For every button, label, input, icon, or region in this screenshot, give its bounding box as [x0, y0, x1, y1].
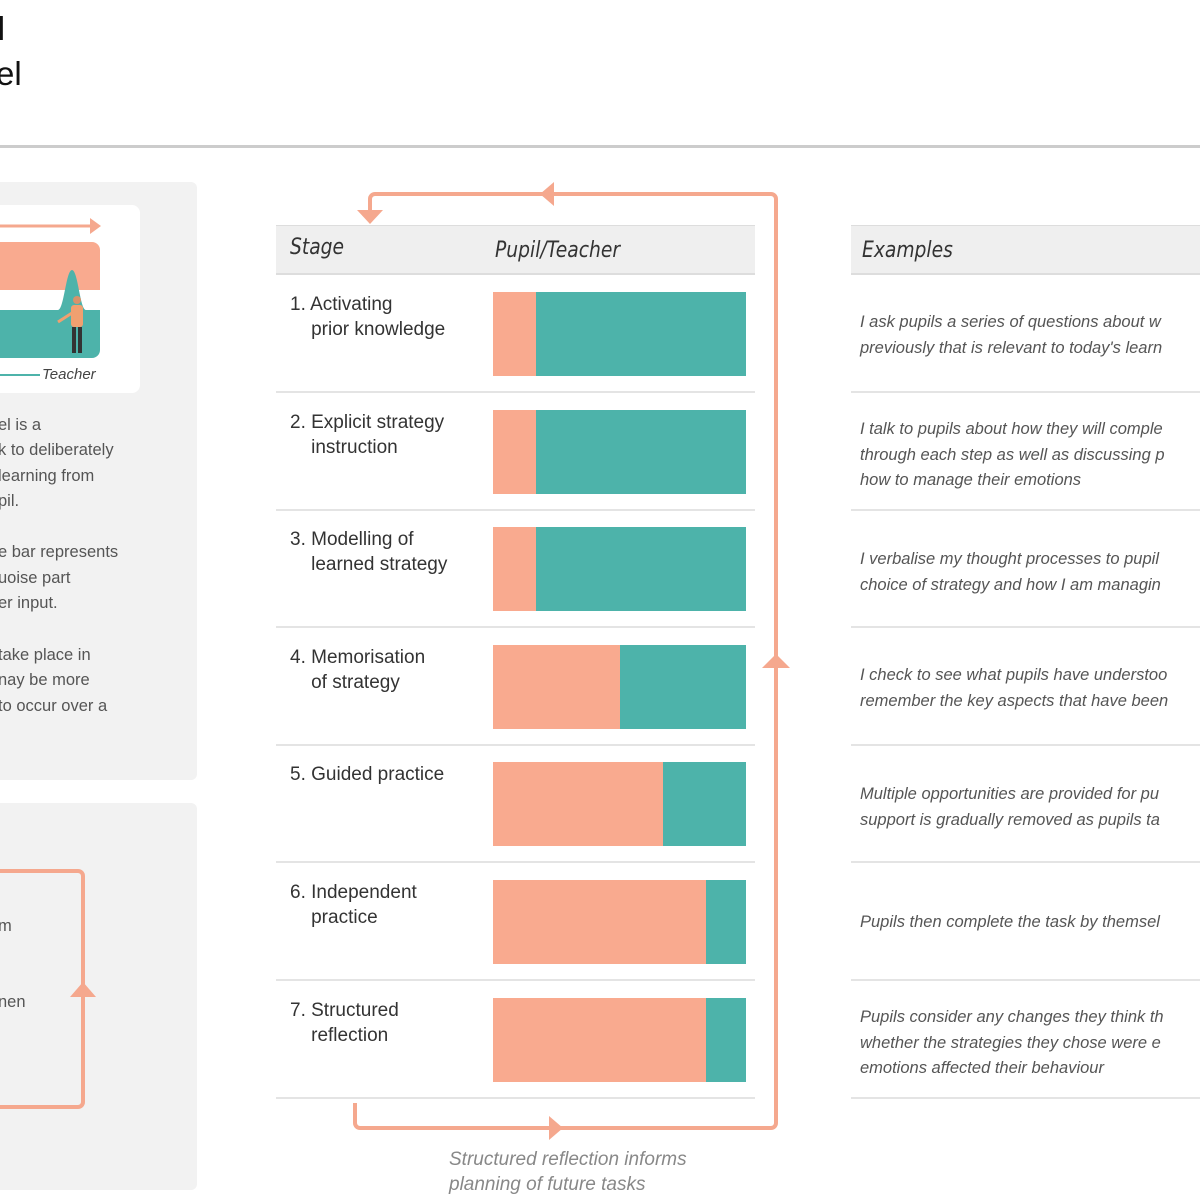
header-pupil-teacher: Pupil/Teacher	[495, 238, 621, 263]
example-text: I check to see what pupils have understo…	[860, 666, 1169, 710]
loop-caption: Structured reflection informs planning o…	[449, 1149, 687, 1195]
pupil-teacher-bar	[493, 762, 746, 846]
row-divider	[276, 1097, 755, 1099]
row-divider	[276, 391, 755, 393]
header-examples: Examples	[862, 238, 953, 263]
teacher-segment	[619, 645, 746, 729]
teacher-segment	[662, 762, 746, 846]
intro-text: pil.	[0, 492, 20, 510]
intro-text: k to deliberately	[0, 441, 114, 459]
intro-text: learning from	[0, 467, 95, 485]
pupil-teacher-bar	[493, 410, 746, 494]
title-line-2: el	[0, 55, 22, 92]
stage-label: 1. Activating prior knowledge	[290, 294, 446, 340]
title-line-1: l	[0, 10, 6, 47]
loop-text: m	[0, 917, 12, 935]
examples-header	[851, 225, 1200, 275]
pupil-segment	[493, 410, 536, 494]
stage-label: 4. Memorisation of strategy	[290, 647, 426, 693]
row-divider	[851, 1097, 1200, 1099]
stage-label: 3. Modelling of learned strategy	[290, 529, 448, 575]
pupil-band	[0, 242, 100, 290]
stage-label: 6. Independent practice	[290, 882, 417, 928]
intro-text: to occur over a	[0, 697, 108, 715]
loop-arrow-icon	[0, 869, 96, 1109]
pupil-teacher-bar	[493, 998, 746, 1082]
pupil-segment	[493, 292, 536, 376]
pupil-segment	[493, 880, 706, 964]
divider	[0, 145, 1200, 148]
example-text: Multiple opportunities are provided for …	[860, 785, 1160, 829]
legend-illustration	[0, 218, 101, 376]
arrowhead-right-icon	[549, 1116, 563, 1140]
row-divider	[276, 861, 755, 863]
teacher-segment	[705, 880, 746, 964]
row-divider	[276, 509, 755, 511]
teacher-segment	[536, 410, 746, 494]
pupil-segment	[493, 645, 620, 729]
row-divider	[851, 979, 1200, 981]
header-stage: Stage	[290, 235, 345, 260]
stage-label: 5. Guided practice	[290, 764, 445, 785]
reflection-loop-arrow	[353, 182, 790, 1140]
row-divider	[851, 626, 1200, 628]
row-divider	[276, 626, 755, 628]
row-divider	[851, 744, 1200, 746]
pupil-teacher-bar	[493, 645, 746, 729]
intro-text: take place in	[0, 646, 91, 664]
teacher-figure-icon	[57, 296, 83, 353]
arrowhead-down-icon	[357, 210, 383, 224]
intro-text: uoise part	[0, 569, 71, 587]
example-text: Pupils consider any changes they think t…	[860, 1008, 1164, 1077]
arrowhead-left-icon	[540, 182, 554, 206]
stage-label: 2. Explicit strategy instruction	[290, 412, 445, 458]
row-divider	[276, 979, 755, 981]
row-divider	[851, 391, 1200, 393]
stage-table-header	[276, 225, 755, 275]
pupil-segment	[493, 998, 706, 1082]
pupil-segment	[493, 762, 663, 846]
row-divider	[851, 509, 1200, 511]
pupil-teacher-bar	[493, 527, 746, 611]
intro-text: er input.	[0, 594, 58, 612]
row-divider	[851, 861, 1200, 863]
pupil-teacher-bar	[493, 880, 746, 964]
teacher-segment	[705, 998, 746, 1082]
example-text: Pupils then complete the task by themsel	[860, 913, 1160, 931]
stage-label: 7. Structured reflection	[290, 1000, 399, 1046]
loop-text: nen	[0, 993, 26, 1011]
arrowhead-up-icon	[762, 654, 790, 668]
intro-text: el is a	[0, 416, 42, 434]
arrowhead-icon	[90, 218, 101, 234]
example-text: I talk to pupils about how they will com…	[860, 420, 1165, 489]
intro-text: nay be more	[0, 671, 90, 689]
teacher-segment	[536, 527, 746, 611]
pupil-teacher-bar	[493, 292, 746, 376]
example-text: I verbalise my thought processes to pupi…	[860, 550, 1161, 594]
intro-text: e bar represents	[0, 543, 119, 561]
row-divider	[276, 744, 755, 746]
example-text: I ask pupils a series of questions about…	[860, 313, 1163, 357]
teacher-label: Teacher	[42, 366, 96, 383]
loop-panel	[0, 803, 197, 1190]
teacher-segment	[536, 292, 746, 376]
pupil-segment	[493, 527, 536, 611]
